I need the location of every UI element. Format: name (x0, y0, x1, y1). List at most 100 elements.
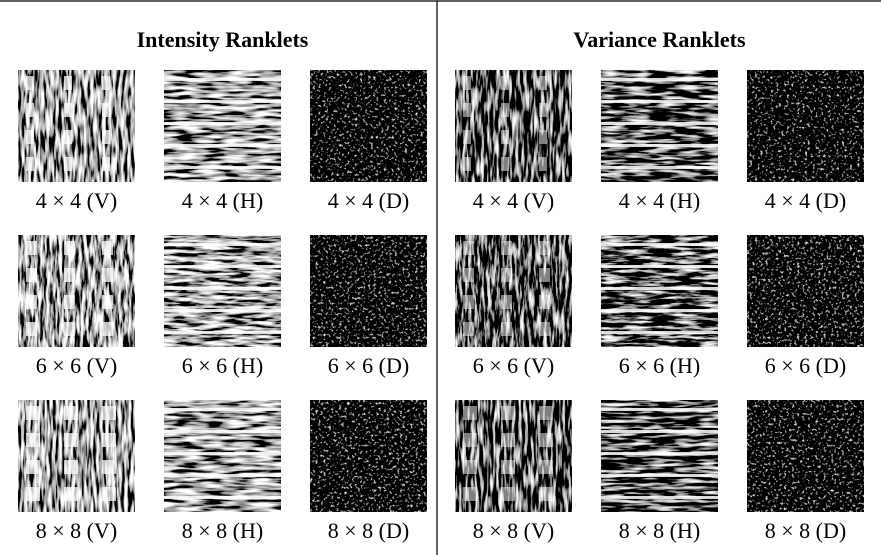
blob (463, 322, 474, 336)
blob (463, 76, 471, 90)
image-noise (601, 400, 718, 512)
texture-image (18, 70, 135, 182)
stripe (164, 331, 281, 334)
stripe (164, 452, 281, 455)
texture-image (455, 400, 572, 512)
caption: 4 × 4 (D) (328, 188, 409, 213)
texture-image (747, 70, 864, 182)
texture-image (747, 400, 864, 512)
blob (501, 241, 512, 255)
image-noise (601, 70, 718, 182)
blob (501, 130, 509, 144)
caption: 6 × 6 (H) (619, 353, 700, 378)
stripe (164, 144, 281, 147)
blob (64, 460, 78, 474)
texture-image (601, 400, 718, 512)
texture-image (747, 235, 864, 347)
caption: 6 × 6 (D) (765, 353, 846, 378)
blob (501, 157, 509, 171)
blob (463, 268, 474, 282)
blob (501, 295, 512, 309)
blob (26, 406, 40, 420)
stripe (164, 166, 281, 169)
blob (102, 268, 113, 282)
blob (26, 103, 34, 117)
caption: 8 × 8 (H) (619, 518, 700, 543)
blob (501, 103, 509, 117)
stripe (164, 474, 281, 477)
blob (64, 268, 75, 282)
blob (102, 322, 113, 336)
texture-image (18, 400, 135, 512)
blob (102, 433, 116, 447)
caption: 6 × 6 (V) (473, 353, 554, 378)
caption: 6 × 6 (V) (36, 353, 117, 378)
stripe (601, 122, 718, 125)
blob (64, 157, 72, 171)
caption: 8 × 8 (D) (765, 518, 846, 543)
stripe (601, 408, 718, 411)
blob (463, 295, 474, 309)
caption: 8 × 8 (D) (328, 518, 409, 543)
stripe (164, 122, 281, 125)
blob (539, 130, 547, 144)
stripe (164, 430, 281, 433)
blob (539, 406, 553, 420)
stripe (164, 496, 281, 499)
texture-image (310, 70, 427, 182)
figure: Intensity Ranklets4 × 4 (V)4 × 4 (H)4 × … (0, 0, 881, 555)
blob (26, 322, 37, 336)
blob (26, 433, 40, 447)
blob (539, 268, 550, 282)
image-noise (164, 235, 281, 347)
blob (539, 460, 553, 474)
texture-image (310, 400, 427, 512)
image-noise (164, 400, 281, 512)
blob (26, 487, 40, 501)
caption: 6 × 6 (H) (182, 353, 263, 378)
blob (64, 433, 78, 447)
image-noise (310, 235, 427, 347)
blob (539, 157, 547, 171)
texture-image (601, 70, 718, 182)
image-noise (18, 70, 135, 182)
stripe (164, 265, 281, 268)
image-noise (164, 70, 281, 182)
blob (501, 433, 515, 447)
blob (64, 130, 72, 144)
blob (463, 157, 471, 171)
texture-image (601, 235, 718, 347)
stripe (601, 144, 718, 147)
stripe (601, 287, 718, 290)
blob (463, 103, 471, 117)
texture-image (164, 70, 281, 182)
stripe (601, 100, 718, 103)
stripe (164, 287, 281, 290)
blob (539, 295, 550, 309)
stripe (601, 166, 718, 169)
stripe (601, 474, 718, 477)
blob (26, 157, 34, 171)
blob (539, 76, 547, 90)
blob (539, 241, 550, 255)
image-noise (310, 400, 427, 512)
stripe (164, 100, 281, 103)
image-noise (747, 235, 864, 347)
panel-title: Intensity Ranklets (137, 27, 309, 52)
blob (26, 76, 34, 90)
blob (501, 460, 515, 474)
blob (463, 406, 477, 420)
blob (102, 406, 116, 420)
blob (102, 103, 110, 117)
caption: 8 × 8 (H) (182, 518, 263, 543)
image-noise (310, 70, 427, 182)
blob (539, 322, 550, 336)
caption: 4 × 4 (H) (619, 188, 700, 213)
blob (501, 487, 515, 501)
blob (463, 460, 477, 474)
stripe (601, 78, 718, 81)
panel-title: Variance Ranklets (573, 27, 746, 52)
caption: 8 × 8 (V) (36, 518, 117, 543)
texture-image (455, 70, 572, 182)
texture-image (455, 235, 572, 347)
